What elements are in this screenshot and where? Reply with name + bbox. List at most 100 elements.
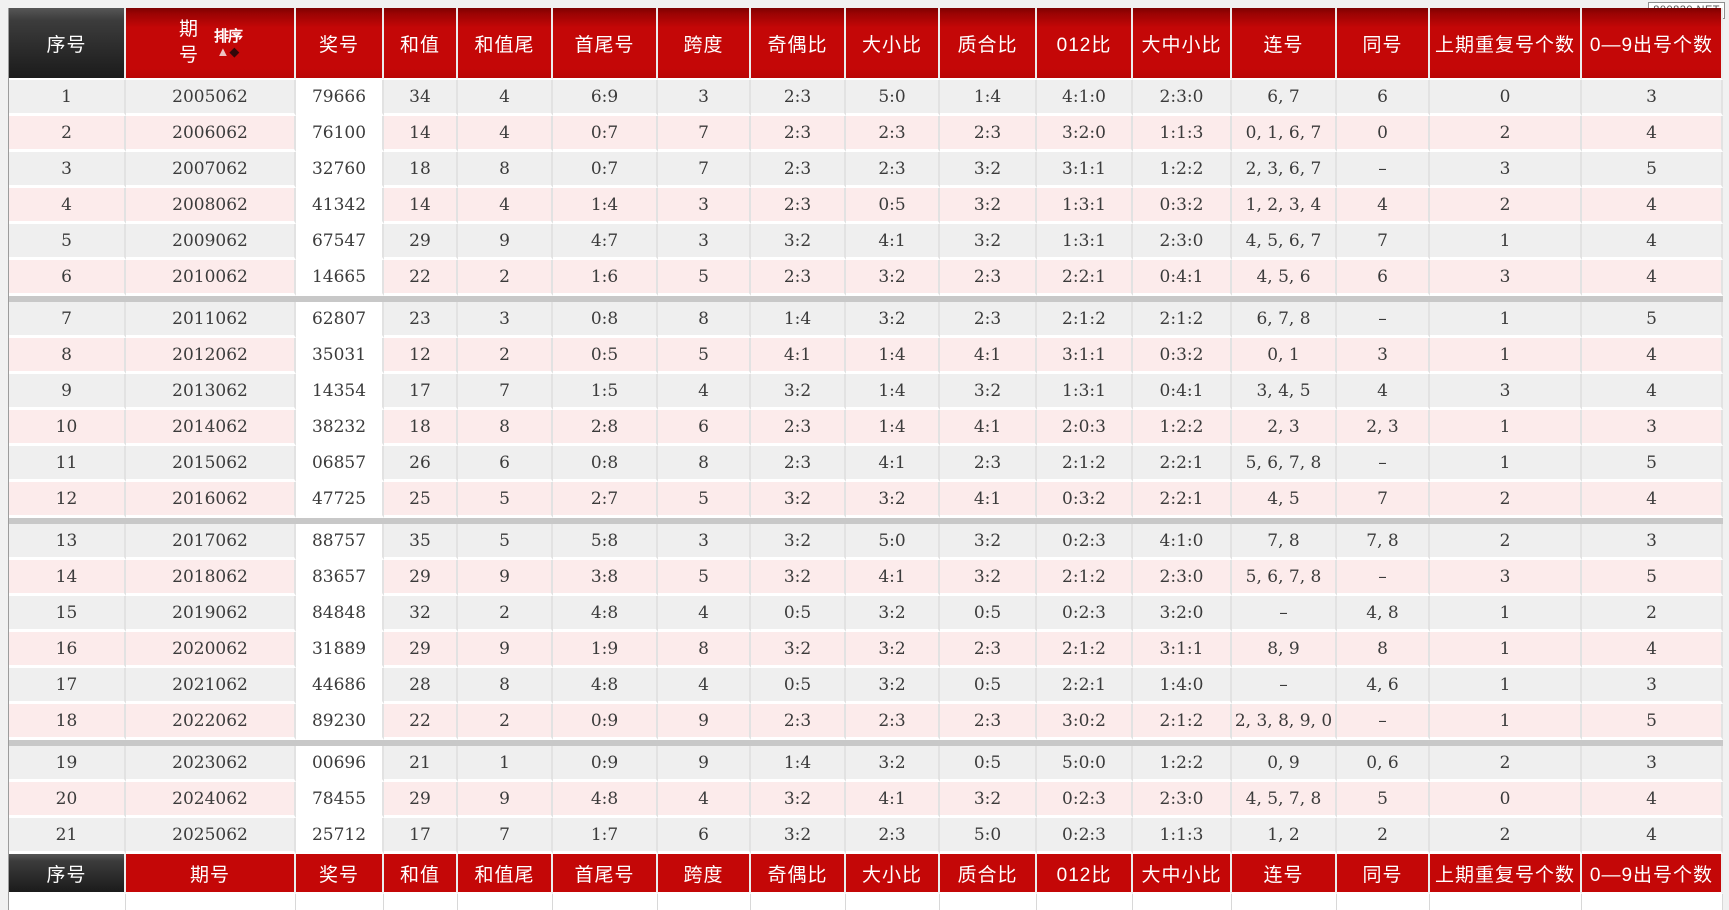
cell-sum: 14 xyxy=(384,116,458,152)
cell-odd-even: 3:2 xyxy=(751,818,846,854)
cell-012-ratio: 4:1:0 xyxy=(1037,80,1133,116)
cell-span: 8 xyxy=(658,446,751,482)
cell-big-mid-small: 2:2:1 xyxy=(1133,446,1232,482)
cell-period: 2013062 xyxy=(126,374,296,410)
cell-sum: 21 xyxy=(384,746,458,782)
sort-asc-icon[interactable]: ▲ xyxy=(216,43,230,59)
cell-span: 5 xyxy=(658,260,751,296)
cell-big-mid-small: 1:1:3 xyxy=(1133,818,1232,854)
cell-big-mid-small: 0:3:2 xyxy=(1133,338,1232,374)
cell-digit-count: 4 xyxy=(1582,116,1723,152)
cell-012-ratio: 2:1:2 xyxy=(1037,446,1133,482)
cell-first-last: 4:8 xyxy=(553,596,658,632)
cell-consecutive: 2, 3, 8, 9, 0 xyxy=(1232,704,1337,740)
cell-period: 2015062 xyxy=(126,446,296,482)
cell-sum-tail: 7 xyxy=(458,374,553,410)
cell-consecutive: 4, 5, 6, 7 xyxy=(1232,224,1337,260)
cell-index: 16 xyxy=(9,632,126,668)
footer-col-header-prime-composite: 质合比 xyxy=(940,854,1037,894)
cell-odd-even: 2:3 xyxy=(751,446,846,482)
cell-first-last: 1:5 xyxy=(553,374,658,410)
cell-period: 2020062 xyxy=(126,632,296,668)
cell-sum-tail: 9 xyxy=(458,560,553,596)
cell-number: 38232 xyxy=(296,410,384,446)
cell-first-last: 2:7 xyxy=(553,482,658,518)
group-separator-bar xyxy=(9,296,1723,302)
cell-sum-tail: 2 xyxy=(458,338,553,374)
cell-digit-count: 4 xyxy=(1582,188,1723,224)
cell-repeat-count: 1 xyxy=(1430,224,1582,260)
cell-repeat-count: 3 xyxy=(1430,152,1582,188)
cell-number: 88757 xyxy=(296,524,384,560)
cell-012-ratio: 0:3:2 xyxy=(1037,482,1133,518)
cell-digit-count: 5 xyxy=(1582,560,1723,596)
cell-big-mid-small: 1:2:2 xyxy=(1133,410,1232,446)
cell-big-small: 3:2 xyxy=(846,596,940,632)
cell-span: 5 xyxy=(658,560,751,596)
col-header-prime-composite: 质合比 xyxy=(940,8,1037,80)
cell-index: 6 xyxy=(9,260,126,296)
cell-repeat-count: 1 xyxy=(1430,632,1582,668)
cell-sum-tail: 8 xyxy=(458,668,553,704)
cell-prime-composite: 4:1 xyxy=(940,338,1037,374)
cell-012-ratio: 0:2:3 xyxy=(1037,524,1133,560)
cell-consecutive: 3, 4, 5 xyxy=(1232,374,1337,410)
sort-control[interactable]: 排序 ▲◆ xyxy=(213,27,243,59)
cell-prime-composite: 3:2 xyxy=(940,152,1037,188)
cell-consecutive: – xyxy=(1232,596,1337,632)
cell-sum-tail: 3 xyxy=(458,302,553,338)
cell-digit-count: 5 xyxy=(1582,152,1723,188)
cell-digit-count: 2 xyxy=(1582,596,1723,632)
cell-index: 3 xyxy=(9,152,126,188)
cell-consecutive: 8, 9 xyxy=(1232,632,1337,668)
cell-same-number: 4, 8 xyxy=(1337,596,1430,632)
cell-big-small: 1:4 xyxy=(846,374,940,410)
table-row: 19 2023062 00696 21 1 0:9 9 1:4 3:2 0:5 5:0:0 1:2:2… xyxy=(9,746,1723,782)
cell-digit-count: 4 xyxy=(1582,224,1723,260)
cell-sum: 32 xyxy=(384,596,458,632)
cell-odd-even: 2:3 xyxy=(751,704,846,740)
cell-big-mid-small: 2:3:0 xyxy=(1133,560,1232,596)
cell-big-small: 5:0 xyxy=(846,524,940,560)
cell-same-number: 7, 8 xyxy=(1337,524,1430,560)
table-row: 21 2025062 25712 17 7 1:7 6 3:2 2:3 5:0 0:2:3 1:1:3… xyxy=(9,818,1723,854)
cell-number: 06857 xyxy=(296,446,384,482)
sort-label[interactable]: 排序 xyxy=(213,27,243,45)
cell-first-last: 3:8 xyxy=(553,560,658,596)
footer-col-header-same-number: 同号 xyxy=(1337,854,1430,894)
cell-big-small: 3:2 xyxy=(846,302,940,338)
cell-period: 2005062 xyxy=(126,80,296,116)
cell-sum-tail: 1 xyxy=(458,746,553,782)
cell-big-mid-small: 1:2:2 xyxy=(1133,746,1232,782)
group-separator xyxy=(9,296,1723,302)
cell-first-last: 5:8 xyxy=(553,524,658,560)
table-header: 序号 期号 排序 ▲◆ 奖号 和值 和值尾 首尾号 xyxy=(9,8,1723,80)
cell-sum: 22 xyxy=(384,260,458,296)
cell-index: 5 xyxy=(9,224,126,260)
cell-same-number: 2 xyxy=(1337,818,1430,854)
cell-number: 14665 xyxy=(296,260,384,296)
footer-col-header-digit-count: 0—9出号个数 xyxy=(1582,854,1723,894)
footer-col-header-index: 序号 xyxy=(9,854,126,894)
partial-cell xyxy=(1232,894,1337,910)
cell-first-last: 0:7 xyxy=(553,116,658,152)
cell-odd-even: 1:4 xyxy=(751,302,846,338)
cell-digit-count: 4 xyxy=(1582,818,1723,854)
lottery-trend-table: 序号 期号 排序 ▲◆ 奖号 和值 和值尾 首尾号 xyxy=(8,8,1723,910)
cell-period: 2021062 xyxy=(126,668,296,704)
cell-prime-composite: 3:2 xyxy=(940,560,1037,596)
partial-cell xyxy=(458,894,553,910)
cell-odd-even: 2:3 xyxy=(751,152,846,188)
cell-number: 44686 xyxy=(296,668,384,704)
cell-big-small: 3:2 xyxy=(846,632,940,668)
cell-big-mid-small: 3:1:1 xyxy=(1133,632,1232,668)
partial-cell xyxy=(126,894,296,910)
sort-desc-icon[interactable]: ◆ xyxy=(229,43,240,59)
footer-col-header-012-ratio: 012比 xyxy=(1037,854,1133,894)
cell-index: 2 xyxy=(9,116,126,152)
cell-odd-even: 4:1 xyxy=(751,338,846,374)
partial-cell xyxy=(751,894,846,910)
cell-big-mid-small: 4:1:0 xyxy=(1133,524,1232,560)
cell-same-number: – xyxy=(1337,152,1430,188)
cell-odd-even: 1:4 xyxy=(751,746,846,782)
